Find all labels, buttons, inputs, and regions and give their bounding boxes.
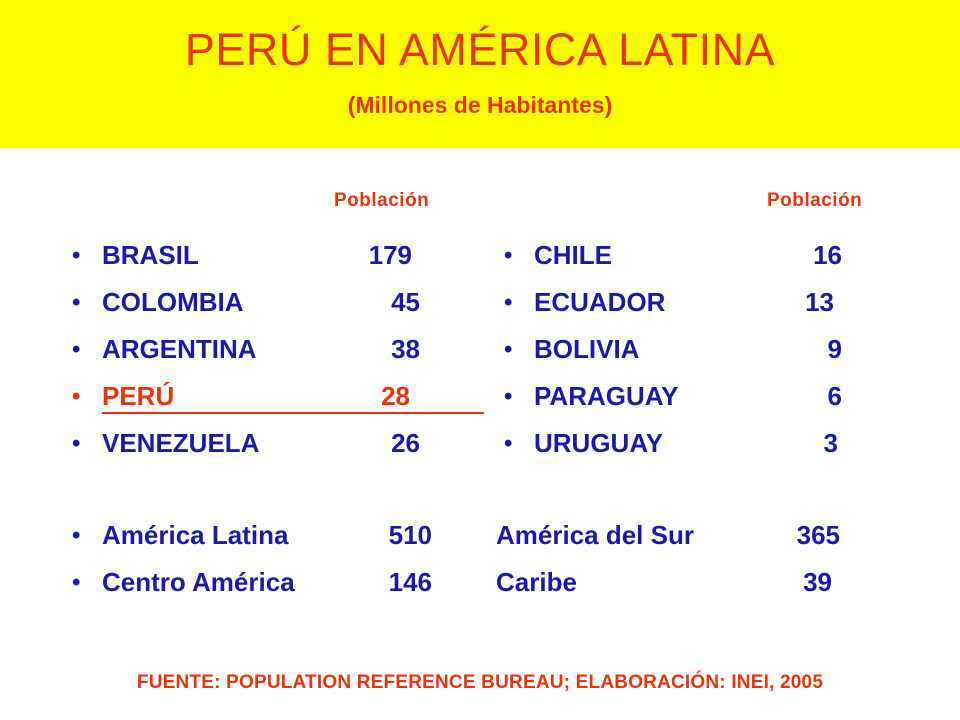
bullet: • [504, 336, 513, 363]
region-population: 146 [388, 567, 432, 597]
country-name: PERÚ [102, 381, 175, 411]
country-population: 6 [827, 381, 842, 411]
bullet: • [72, 522, 81, 549]
country-population: 28 [381, 381, 410, 411]
bullet: • [504, 242, 513, 269]
country-row-bolivia: • BOLIVIA 9 [504, 334, 844, 368]
total-row-america-latina: • América Latina 510 [72, 520, 434, 554]
country-row-ecuador: • ECUADOR 13 [504, 287, 844, 321]
country-row-venezuela: • VENEZUELA 26 [72, 428, 422, 462]
country-name: BRASIL [102, 240, 199, 270]
country-row-paraguay: • PARAGUAY 6 [504, 381, 844, 415]
highlight-underline [102, 412, 484, 414]
country-name: BOLIVIA [534, 334, 640, 364]
country-name: CHILE [534, 240, 612, 270]
country-name: VENEZUELA [102, 428, 260, 458]
country-name: COLOMBIA [102, 287, 244, 317]
total-row-america-del-sur: América del Sur 365 [496, 520, 842, 554]
bullet: • [504, 430, 513, 457]
country-row-brasil: • BRASIL 179 [72, 240, 422, 274]
region-population: 39 [803, 567, 832, 597]
country-name: ARGENTINA [102, 334, 257, 364]
region-population: 365 [796, 520, 840, 550]
country-name: ECUADOR [534, 287, 666, 317]
country-population: 3 [823, 428, 838, 458]
bullet: • [72, 383, 81, 410]
left-column-heading: Población [334, 190, 430, 211]
page-title: PERÚ EN AMÉRICA LATINA [184, 24, 776, 75]
country-population: 38 [391, 334, 420, 364]
total-row-centro-america: • Centro América 146 [72, 567, 434, 601]
region-name: Caribe [496, 567, 577, 597]
page-subtitle: (Millones de Habitantes) [347, 92, 613, 118]
country-row-argentina: • ARGENTINA 38 [72, 334, 422, 368]
country-row-colombia: • COLOMBIA 45 [72, 287, 422, 321]
country-population: 179 [368, 240, 412, 270]
country-row-peru: • PERÚ 28 [72, 381, 484, 415]
country-population: 9 [827, 334, 842, 364]
right-column-heading: Población [767, 190, 863, 211]
country-population: 13 [805, 287, 834, 317]
region-name: América del Sur [496, 520, 694, 550]
country-population: 26 [391, 428, 420, 458]
country-population: 45 [391, 287, 420, 317]
bullet: • [504, 289, 513, 316]
country-population: 16 [813, 240, 842, 270]
country-row-chile: • CHILE 16 [504, 240, 844, 274]
source-note: FUENTE: POPULATION REFERENCE BUREAU; ELA… [136, 672, 824, 693]
country-row-uruguay: • URUGUAY 3 [504, 428, 844, 462]
bullet: • [72, 289, 81, 316]
bullet: • [72, 242, 81, 269]
region-population: 510 [388, 520, 432, 550]
region-name: Centro América [102, 567, 295, 597]
bullet: • [504, 383, 513, 410]
bullet: • [72, 430, 81, 457]
country-name: URUGUAY [534, 428, 664, 458]
bullet: • [72, 569, 81, 596]
bullet: • [72, 336, 81, 363]
region-name: América Latina [102, 520, 289, 550]
title-banner: PERÚ EN AMÉRICA LATINA (Millones de Habi… [0, 0, 960, 148]
country-name: PARAGUAY [534, 381, 679, 411]
total-row-caribe: Caribe 39 [496, 567, 842, 601]
